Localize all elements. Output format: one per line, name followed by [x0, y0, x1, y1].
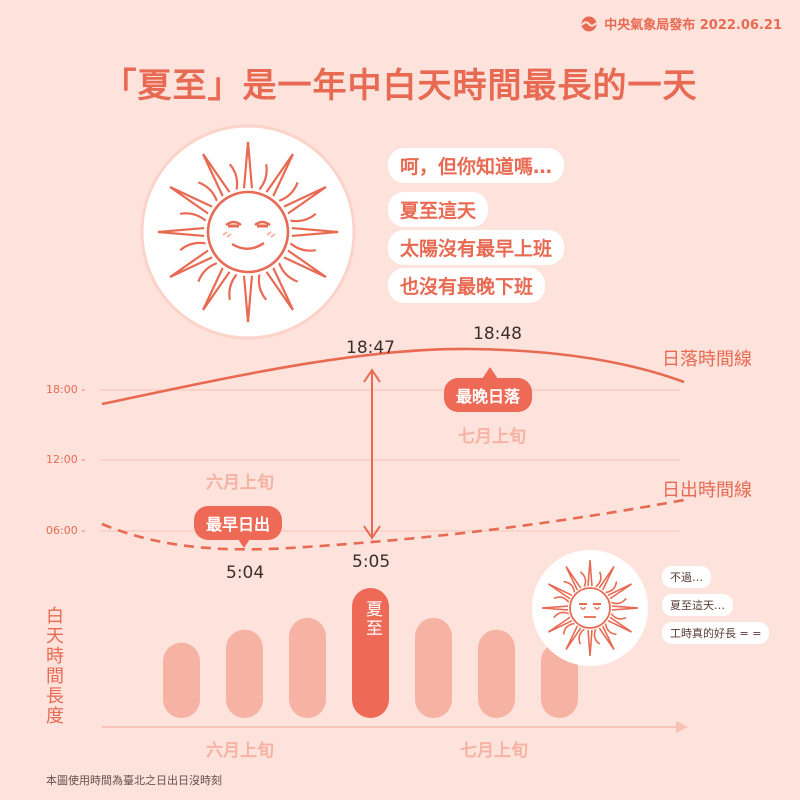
- daylight-length-ylabel: 白天時間長度: [43, 606, 64, 726]
- sun-ray: [541, 605, 569, 611]
- sun-ray: [587, 559, 593, 587]
- sun-ray: [283, 186, 327, 215]
- period-label-june: 六月上旬: [206, 473, 274, 493]
- sunrise-line: [101, 498, 685, 551]
- latest-sunset-tag: 最晚日落: [444, 378, 533, 412]
- tick-label-1200: 12:00 -: [46, 453, 86, 466]
- sun-ray: [228, 163, 239, 190]
- sun-ray: [598, 565, 615, 591]
- daylight-bar: [478, 629, 515, 718]
- sun-ray: [607, 616, 633, 633]
- earliest-sunrise-tag: 最早日出: [194, 506, 283, 540]
- sunrise-earliest-time: 5:04: [226, 563, 265, 583]
- sun-ray: [563, 580, 576, 593]
- sunrise-solstice-time: 5:05: [352, 552, 391, 572]
- axis-arrow-icon: [676, 721, 688, 733]
- sunrise-line-label: 日出時間線: [662, 480, 752, 501]
- speech-bubble-2: 夏至這天: [388, 192, 489, 227]
- page-title: 「夏至」是一年中白天時間最長的一天: [102, 66, 698, 106]
- tag-pointer-icon: [236, 536, 252, 548]
- sun-ray: [578, 628, 585, 645]
- sun-ray: [291, 226, 339, 238]
- sun-ray: [595, 571, 602, 588]
- sun-ray: [283, 249, 327, 278]
- small-speech-bubble-1: 不過…: [662, 566, 711, 588]
- bar-xlabel-july: 七月上旬: [460, 741, 528, 761]
- sunset-line: [101, 347, 685, 406]
- publisher-credit: 中央氣象局發布 2022.06.21: [578, 14, 782, 33]
- sun-ray: [197, 262, 218, 283]
- period-label-july: 七月上旬: [458, 427, 526, 447]
- speech-bubble-4: 也沒有最晚下班: [388, 268, 546, 303]
- sun-ray: [169, 186, 213, 215]
- sun-ray: [265, 153, 294, 197]
- tick-label-0600: 06:00 -: [46, 524, 86, 537]
- sun-ray: [565, 565, 582, 591]
- sun-ray: [242, 141, 254, 189]
- daylight-bar: [163, 642, 200, 718]
- sun-ray: [598, 625, 615, 651]
- sun-ray: [278, 181, 299, 202]
- small-speech-bubble-3: 工時真的好長 = =: [662, 622, 770, 644]
- sun-ray: [593, 628, 601, 645]
- arrow-down-icon: [363, 525, 381, 540]
- sunset-solstice-time: 18:47: [346, 338, 395, 358]
- bar-xlabel-june: 六月上旬: [206, 741, 274, 761]
- sun-ray: [157, 226, 205, 238]
- arrow-up-icon: [363, 368, 381, 383]
- sun-ray: [604, 623, 617, 636]
- tick-label-1800: 18:00 -: [46, 383, 86, 396]
- sun-ray: [197, 181, 218, 202]
- sun-ray: [565, 625, 582, 651]
- cwb-logo-icon: [581, 16, 597, 31]
- speech-bubble-3: 太陽沒有最早上班: [388, 230, 565, 265]
- sun-ray: [579, 571, 587, 588]
- solstice-bar-label: 夏至: [362, 600, 382, 638]
- sun-ray: [257, 274, 268, 301]
- daylight-bar: [415, 617, 452, 718]
- sun-ray: [202, 153, 231, 197]
- sun-ray: [258, 164, 268, 191]
- sun-ray: [553, 611, 570, 619]
- sun-ray: [180, 212, 207, 222]
- sun-ray: [547, 583, 573, 600]
- sun-ray: [553, 596, 570, 603]
- sun-ray: [289, 242, 316, 252]
- footnote: 本圖使用時間為臺北之日出日沒時刻: [46, 774, 222, 787]
- sun-ray: [610, 597, 627, 605]
- sun-ray: [169, 249, 213, 278]
- sun-ray: [547, 616, 573, 633]
- publisher-text: 中央氣象局發布 2022.06.21: [604, 18, 782, 33]
- sun-ray: [607, 583, 633, 600]
- sunset-line-label: 日落時間線: [662, 349, 752, 370]
- sun-ray: [611, 605, 639, 611]
- daylight-bar: [289, 617, 326, 718]
- sun-ray: [587, 629, 593, 657]
- sun-ray: [290, 212, 317, 223]
- speech-bubble-1: 呵，但你知道嗎…: [388, 148, 565, 183]
- sun-ray: [265, 267, 294, 311]
- sun-ray: [202, 267, 231, 311]
- sunset-latest-time: 18:48: [473, 324, 522, 344]
- sun-ray: [242, 275, 254, 323]
- sun-ray: [278, 262, 299, 283]
- sun-ray: [562, 622, 575, 635]
- sun-character-icon: [140, 124, 356, 340]
- sun-ray: [228, 273, 238, 300]
- small-speech-bubble-2: 夏至這天…: [662, 594, 733, 616]
- sun-ray: [610, 613, 627, 620]
- tired-sun-icon: [532, 550, 648, 666]
- sun-ray: [179, 241, 206, 252]
- solstice-bar: [352, 588, 389, 718]
- tag-pointer-icon: [482, 367, 498, 379]
- sun-ray: [605, 581, 618, 594]
- daylight-bar: [226, 629, 263, 718]
